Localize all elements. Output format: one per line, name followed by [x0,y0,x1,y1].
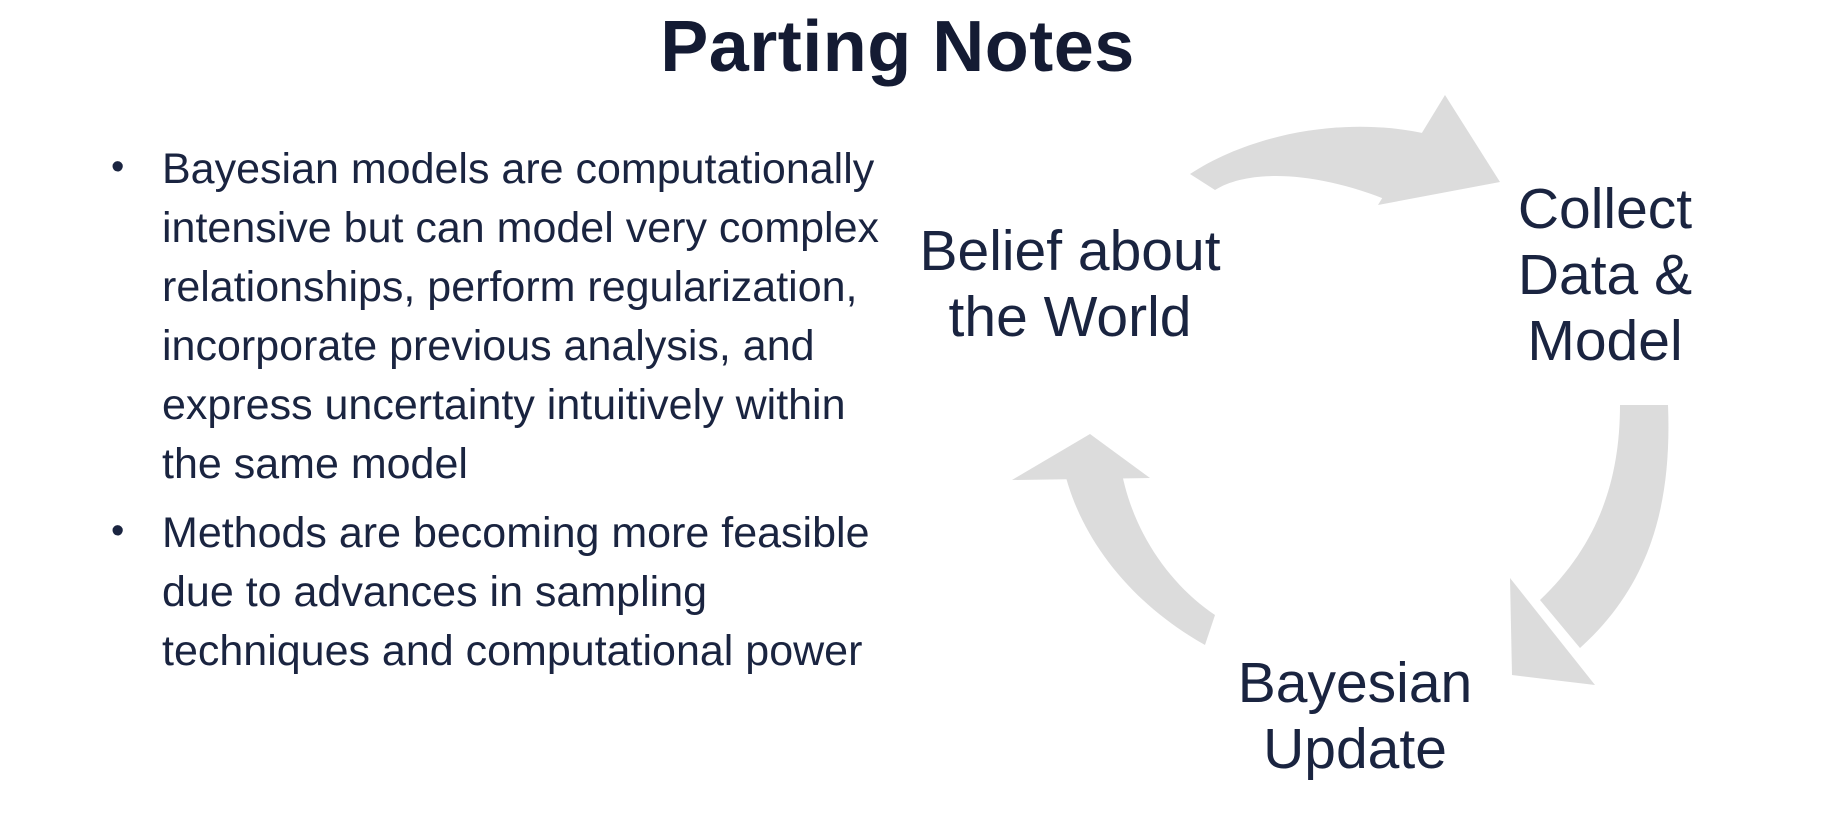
cycle-arrow-left [1012,434,1215,645]
bullet-text: Bayesian models are computationally inte… [162,145,880,488]
node-label-update: Bayesian Update [1237,651,1473,781]
bullet-text: Methods are becoming more feasible due t… [162,509,870,675]
cycle-arrow-right [1510,405,1669,685]
node-label-belief: Belief about the World [919,219,1221,349]
bullet-item: • Methods are becoming more feasible due… [105,504,905,681]
bullet-marker-icon: • [111,146,125,188]
cycle-arrow-top [1190,95,1500,205]
bullet-item: • Bayesian models are computationally in… [105,140,905,494]
slide-title: Parting Notes [660,7,1135,87]
bullet-marker-icon: • [111,510,125,552]
bullet-list: • Bayesian models are computationally in… [105,140,905,691]
node-label-collect: Collect Data & Model [1517,177,1693,373]
